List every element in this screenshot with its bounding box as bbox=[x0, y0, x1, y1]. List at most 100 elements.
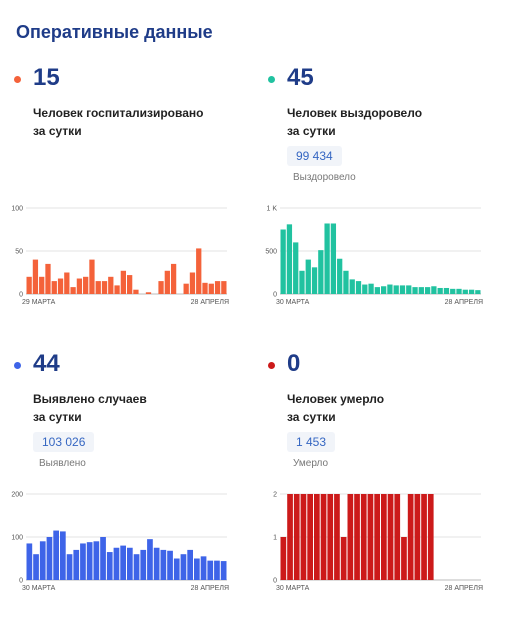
y-tick-label: 0 bbox=[273, 578, 277, 585]
chart-bar bbox=[327, 494, 334, 580]
chart-bar bbox=[93, 541, 100, 580]
recovered-panel: 45 Человек выздоровело за сутки 99 434 В… bbox=[265, 64, 505, 344]
chart-bar bbox=[95, 281, 101, 294]
deaths-daily-number: 0 bbox=[287, 350, 301, 377]
chart-bar bbox=[133, 289, 139, 294]
chart-bar bbox=[311, 267, 318, 294]
chart-bar bbox=[330, 223, 337, 294]
chart-bar bbox=[462, 289, 468, 294]
x-end-label: 28 АПРЕЛЯ bbox=[191, 299, 229, 306]
deaths-bullet-icon bbox=[268, 362, 275, 369]
chart-bar bbox=[387, 494, 394, 580]
chart-bar bbox=[220, 561, 227, 580]
chart-bar bbox=[196, 248, 202, 294]
page-title: Оперативные данные bbox=[16, 22, 213, 42]
chart-bar bbox=[60, 531, 66, 580]
chart-bar bbox=[418, 287, 424, 294]
chart-bar bbox=[286, 224, 293, 294]
chart-bar bbox=[187, 549, 193, 580]
chart-bar bbox=[468, 289, 475, 294]
chart-bar bbox=[362, 284, 368, 294]
deaths-total-value: 1 453 bbox=[287, 432, 336, 452]
recovered-daily-number: 45 bbox=[287, 64, 314, 91]
cases-daily-number: 44 bbox=[33, 350, 60, 377]
chart-bar bbox=[133, 554, 140, 580]
hospitalized-caption: Человек госпитализировано за сутки bbox=[33, 106, 204, 138]
chart-bar bbox=[83, 276, 89, 294]
chart-bar bbox=[355, 281, 362, 294]
chart-bar bbox=[76, 278, 83, 294]
chart-bar bbox=[101, 281, 108, 294]
chart-bar bbox=[414, 494, 421, 580]
chart-bar bbox=[334, 494, 340, 580]
hospitalized-panel: 15 Человек госпитализировано за сутки 0 5… bbox=[11, 64, 254, 344]
chart-bar bbox=[114, 285, 120, 294]
chart-bar bbox=[374, 287, 380, 294]
chart-bar bbox=[450, 288, 456, 294]
chart-bar bbox=[170, 263, 177, 294]
recovered-caption: Человек выздоровело за сутки bbox=[287, 106, 423, 138]
chart-bar bbox=[374, 494, 380, 580]
chart-bar bbox=[46, 537, 53, 580]
chart-bar bbox=[347, 494, 354, 580]
chart-bar bbox=[381, 286, 387, 294]
chart-bar bbox=[158, 281, 164, 294]
chart-bar bbox=[127, 547, 133, 580]
chart-bar bbox=[443, 287, 450, 294]
chart-bar bbox=[189, 272, 196, 294]
chart-bar bbox=[293, 242, 299, 294]
chart-bar bbox=[57, 278, 64, 294]
hospitalized-daily-number: 15 bbox=[33, 64, 60, 91]
cases-total-label: Выявлено bbox=[39, 458, 86, 469]
cases-panel: 44 Выявлено случаев за сутки 103 026 Выя… bbox=[11, 350, 254, 630]
chart-bar bbox=[299, 270, 305, 294]
chart-bar bbox=[127, 275, 133, 294]
chart-bar bbox=[70, 287, 76, 294]
chart-bar bbox=[349, 279, 355, 294]
x-end-label: 28 АПРЕЛЯ bbox=[445, 585, 483, 592]
x-end-label: 28 АПРЕЛЯ bbox=[445, 299, 483, 306]
chart-bar bbox=[343, 270, 349, 294]
chart-bar bbox=[208, 283, 214, 294]
x-start-label: 30 МАРТА bbox=[276, 585, 310, 592]
chart-bar bbox=[73, 549, 80, 580]
chart-bar bbox=[26, 543, 33, 580]
recovered-chart: 0 500 1 K 30 МАРТА 28 АПРЕЛЯ bbox=[265, 206, 483, 307]
chart-bar bbox=[401, 537, 407, 580]
y-tick-label: 100 bbox=[11, 535, 23, 542]
chart-bar bbox=[287, 494, 293, 580]
chart-bar bbox=[431, 286, 437, 294]
chart-bar bbox=[32, 259, 39, 294]
chart-bar bbox=[412, 287, 418, 294]
x-end-label: 28 АПРЕЛЯ bbox=[191, 585, 229, 592]
chart-bar bbox=[318, 250, 324, 294]
chart-bar bbox=[381, 494, 387, 580]
chart-bar bbox=[202, 282, 208, 294]
chart-bar bbox=[51, 281, 57, 294]
chart-bar bbox=[145, 292, 152, 294]
y-tick-label: 1 bbox=[273, 535, 277, 542]
deaths-total-label: Умерло bbox=[293, 458, 329, 469]
chart-bar bbox=[320, 494, 327, 580]
cases-bullet-icon bbox=[14, 362, 21, 369]
chart-bar bbox=[100, 537, 106, 580]
chart-bar bbox=[368, 283, 374, 294]
chart-bar bbox=[183, 283, 189, 294]
chart-bar bbox=[337, 258, 343, 294]
hospitalized-bullet-icon bbox=[14, 76, 21, 83]
x-start-label: 29 МАРТА bbox=[22, 299, 56, 306]
chart-bar bbox=[164, 270, 170, 294]
chart-bar bbox=[307, 494, 313, 580]
chart-bar bbox=[106, 552, 113, 580]
chart-bar bbox=[86, 542, 93, 580]
chart-bar bbox=[406, 285, 412, 294]
chart-bar bbox=[180, 554, 187, 580]
chart-bar bbox=[399, 285, 406, 294]
chart-bar bbox=[200, 556, 207, 580]
chart-bar bbox=[367, 494, 374, 580]
chart-bar bbox=[421, 494, 427, 580]
chart-bar bbox=[360, 494, 367, 580]
chart-bar bbox=[113, 547, 120, 580]
chart-bar bbox=[427, 494, 434, 580]
y-tick-label: 200 bbox=[11, 492, 23, 499]
